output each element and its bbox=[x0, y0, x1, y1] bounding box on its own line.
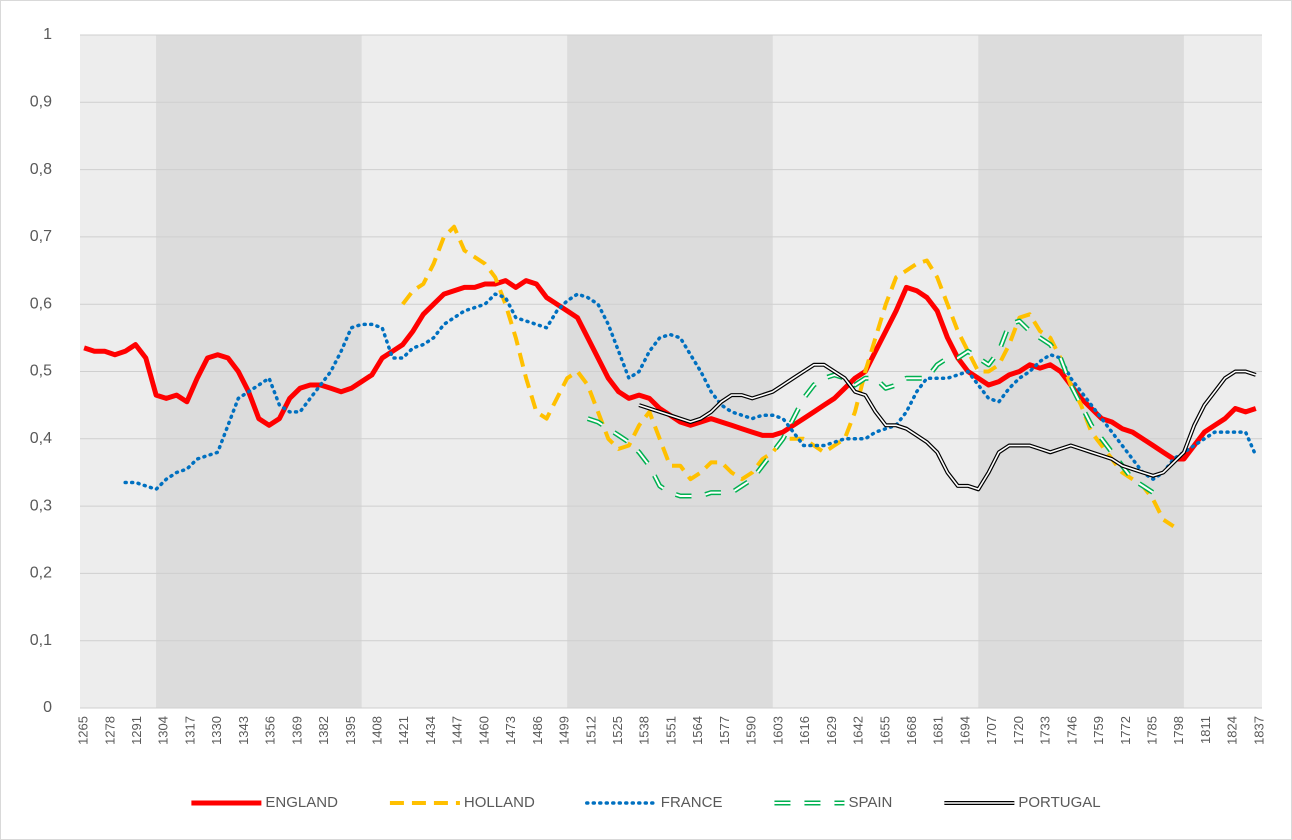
x-tick-label: 1798 bbox=[1171, 716, 1186, 745]
y-tick-label: 0,8 bbox=[30, 161, 52, 178]
y-tick-label: 0,2 bbox=[30, 565, 52, 582]
x-tick-label: 1577 bbox=[717, 716, 732, 745]
x-tick-label: 1629 bbox=[824, 716, 839, 745]
x-tick-label: 1603 bbox=[770, 716, 785, 745]
x-tick-label: 1408 bbox=[370, 716, 385, 745]
x-tick-label: 1343 bbox=[236, 716, 251, 745]
x-tick-label: 1356 bbox=[263, 716, 278, 745]
x-tick-label: 1447 bbox=[450, 716, 465, 745]
x-tick-label: 1720 bbox=[1011, 716, 1026, 745]
y-tick-label: 0,7 bbox=[30, 228, 52, 245]
x-tick-label: 1460 bbox=[476, 716, 491, 745]
x-tick-label: 1473 bbox=[503, 716, 518, 745]
x-tick-label: 1681 bbox=[931, 716, 946, 745]
x-tick-label: 1538 bbox=[637, 716, 652, 745]
x-tick-label: 1382 bbox=[316, 716, 331, 745]
x-tick-label: 1486 bbox=[530, 716, 545, 745]
y-tick-label: 0,1 bbox=[30, 632, 52, 649]
x-tick-label: 1616 bbox=[797, 716, 812, 745]
x-tick-label: 1291 bbox=[129, 716, 144, 745]
x-tick-label: 1837 bbox=[1251, 716, 1266, 745]
x-tick-label: 1278 bbox=[102, 716, 117, 745]
y-tick-label: 0,6 bbox=[30, 295, 52, 312]
legend-item: FRANCE bbox=[585, 794, 723, 811]
x-tick-label: 1525 bbox=[610, 716, 625, 745]
series-line-inner bbox=[638, 364, 1257, 491]
x-tick-label: 1759 bbox=[1091, 716, 1106, 745]
x-tick-label: 1694 bbox=[957, 716, 972, 745]
legend-item: PORTUGAL bbox=[944, 794, 1101, 811]
legend-label: FRANCE bbox=[661, 794, 723, 811]
x-tick-label: 1304 bbox=[156, 716, 171, 745]
legend-item: SPAIN bbox=[774, 794, 892, 811]
legend-label: ENGLAND bbox=[265, 794, 338, 811]
legend-item: ENGLAND bbox=[191, 794, 338, 811]
legend-item: HOLLAND bbox=[389, 794, 535, 811]
x-tick-label: 1369 bbox=[289, 716, 304, 745]
x-tick-label: 1642 bbox=[851, 716, 866, 745]
x-tick-label: 1317 bbox=[182, 716, 197, 745]
y-tick-label: 1 bbox=[43, 26, 52, 43]
series-line-inner bbox=[587, 320, 1164, 497]
legend-label: SPAIN bbox=[848, 794, 892, 811]
legend-label: PORTUGAL bbox=[1018, 794, 1100, 811]
x-tick-label: 1733 bbox=[1038, 716, 1053, 745]
x-tick-label: 1707 bbox=[984, 716, 999, 745]
y-tick-label: 0,4 bbox=[30, 430, 52, 447]
legend: ENGLAND HOLLAND FRANCE SPAIN PORTUGAL bbox=[191, 794, 1101, 811]
x-tick-label: 1265 bbox=[76, 716, 91, 745]
x-tick-label: 1655 bbox=[877, 716, 892, 745]
x-tick-label: 1512 bbox=[583, 716, 598, 745]
x-tick-label: 1772 bbox=[1118, 716, 1133, 745]
x-tick-label: 1330 bbox=[209, 716, 224, 745]
x-tick-label: 1811 bbox=[1198, 716, 1213, 744]
x-tick-label: 1746 bbox=[1064, 716, 1079, 745]
y-tick-label: 0,9 bbox=[30, 94, 52, 111]
x-tick-label: 1421 bbox=[396, 716, 411, 745]
y-tick-label: 0 bbox=[43, 699, 52, 716]
x-tick-label: 1824 bbox=[1225, 716, 1240, 745]
x-tick-label: 1590 bbox=[744, 716, 759, 745]
y-tick-label: 0,5 bbox=[30, 363, 52, 380]
legend-label: HOLLAND bbox=[464, 794, 535, 811]
x-tick-label: 1395 bbox=[343, 716, 358, 745]
x-tick-label: 1551 bbox=[663, 716, 678, 745]
x-tick-label: 1434 bbox=[423, 716, 438, 745]
x-tick-label: 1564 bbox=[690, 716, 705, 745]
x-tick-label: 1499 bbox=[557, 716, 572, 745]
y-tick-label: 0,3 bbox=[30, 497, 52, 514]
x-tick-label: 1785 bbox=[1144, 716, 1159, 745]
x-tick-label: 1668 bbox=[904, 716, 919, 745]
